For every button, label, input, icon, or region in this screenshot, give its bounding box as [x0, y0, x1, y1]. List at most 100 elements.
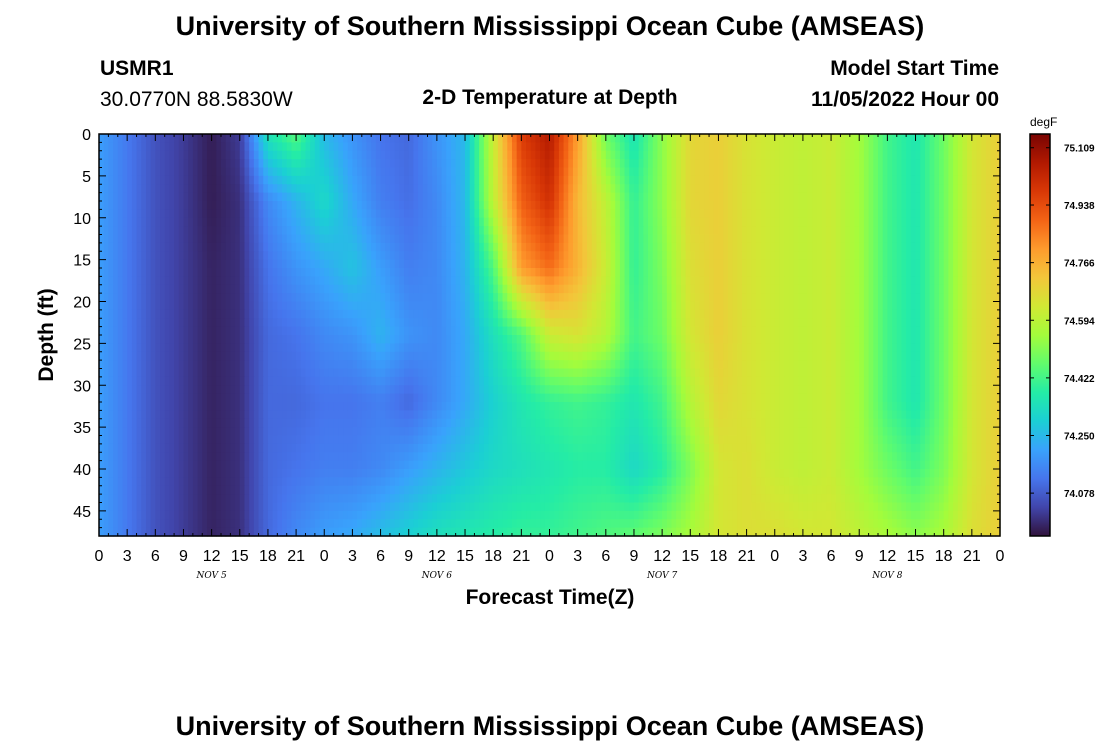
heatmap-cell: [826, 150, 832, 160]
heatmap-cell: [699, 343, 705, 353]
heatmap-cell: [314, 301, 321, 311]
heatmap-cell: [192, 268, 199, 277]
heatmap-cell: [859, 217, 865, 227]
heatmap-cell: [770, 142, 776, 152]
heatmap-cell: [741, 251, 748, 261]
heatmap-cell: [230, 284, 236, 294]
heatmap-cell: [333, 335, 339, 344]
heatmap-cell: [347, 309, 353, 319]
heatmap-cell: [230, 209, 236, 219]
heatmap-cell: [840, 201, 846, 210]
heatmap-cell: [389, 251, 396, 261]
heatmap-cell: [497, 326, 504, 336]
heatmap-cell: [122, 134, 128, 143]
heatmap-cell: [657, 159, 663, 169]
heatmap-cell: [910, 301, 917, 311]
heatmap-cell: [286, 309, 292, 319]
heatmap-cell: [413, 309, 419, 319]
heatmap-cell: [117, 217, 124, 227]
heatmap-cell: [835, 284, 842, 294]
heatmap-cell: [136, 318, 142, 328]
heatmap-cell: [976, 150, 982, 160]
heatmap-cell: [929, 159, 935, 169]
heatmap-cell: [760, 335, 766, 344]
heatmap-cell: [479, 184, 485, 194]
heatmap-cell: [216, 318, 222, 328]
heatmap-cell: [741, 175, 748, 185]
heatmap-cell: [488, 150, 494, 160]
heatmap-cell: [915, 242, 921, 252]
heatmap-cell: [141, 234, 147, 244]
heatmap-cell: [821, 217, 827, 227]
heatmap-cell: [962, 343, 968, 353]
heatmap-cell: [535, 184, 541, 194]
heatmap-cell: [572, 175, 579, 185]
heatmap-cell: [568, 251, 574, 261]
heatmap-cell: [244, 284, 250, 294]
heatmap-cell: [760, 276, 766, 286]
heatmap-cell: [746, 175, 752, 185]
heatmap-cell: [155, 142, 161, 152]
heatmap-cell: [629, 142, 635, 152]
heatmap-cell: [305, 242, 311, 252]
heatmap-cell: [981, 251, 987, 261]
heatmap-cell: [610, 259, 616, 269]
heatmap-cell: [197, 209, 203, 219]
heatmap-cell: [380, 318, 386, 328]
heatmap-cell: [755, 134, 762, 143]
heatmap-cell: [427, 268, 433, 277]
heatmap-cell: [563, 284, 569, 294]
heatmap-cell: [845, 251, 851, 261]
heatmap-cell: [497, 318, 504, 328]
heatmap-cell: [343, 276, 349, 286]
heatmap-cell: [230, 175, 236, 185]
heatmap-cell: [300, 142, 307, 152]
heatmap-cell: [624, 134, 630, 143]
heatmap-cell: [680, 184, 687, 194]
heatmap-cell: [802, 242, 809, 252]
heatmap-cell: [788, 175, 795, 185]
heatmap-cell: [709, 251, 715, 261]
heatmap-cell: [249, 284, 255, 294]
heatmap-cell: [671, 134, 677, 143]
heatmap-cell: [760, 268, 766, 277]
heatmap-cell: [849, 318, 856, 328]
heatmap-cell: [816, 276, 823, 286]
heatmap-cell: [404, 142, 410, 152]
heatmap-cell: [920, 226, 926, 236]
heatmap-cell: [910, 251, 917, 261]
heatmap-cell: [718, 268, 724, 277]
heatmap-cell: [648, 159, 654, 169]
heatmap-cell: [887, 184, 893, 194]
heatmap-cell: [863, 276, 870, 286]
heatmap-cell: [469, 251, 476, 261]
heatmap-cell: [638, 134, 644, 143]
heatmap-cell: [934, 251, 940, 261]
heatmap-cell: [131, 335, 138, 344]
heatmap-cell: [906, 201, 912, 210]
heatmap-cell: [784, 150, 790, 160]
heatmap-cell: [117, 142, 124, 152]
heatmap-cell: [943, 234, 949, 244]
heatmap-cell: [638, 142, 644, 152]
heatmap-cell: [882, 192, 888, 202]
heatmap-cell: [737, 301, 743, 311]
heatmap-cell: [868, 234, 874, 244]
heatmap-cell: [784, 234, 790, 244]
heatmap-cell: [394, 217, 400, 227]
heatmap-cell: [835, 335, 842, 344]
heatmap-cell: [849, 343, 856, 353]
heatmap-cell: [328, 217, 335, 227]
heatmap-cell: [591, 217, 598, 227]
heatmap-cell: [225, 335, 231, 344]
heatmap-cell: [694, 318, 701, 328]
heatmap-cell: [131, 150, 138, 160]
heatmap-cell: [953, 159, 959, 169]
heatmap-cell: [535, 159, 541, 169]
heatmap-cell: [408, 293, 415, 303]
heatmap-cell: [418, 150, 424, 160]
heatmap-cell: [183, 259, 189, 269]
heatmap-cell: [460, 242, 466, 252]
heatmap-cell: [723, 167, 729, 177]
heatmap-cell: [690, 159, 696, 169]
